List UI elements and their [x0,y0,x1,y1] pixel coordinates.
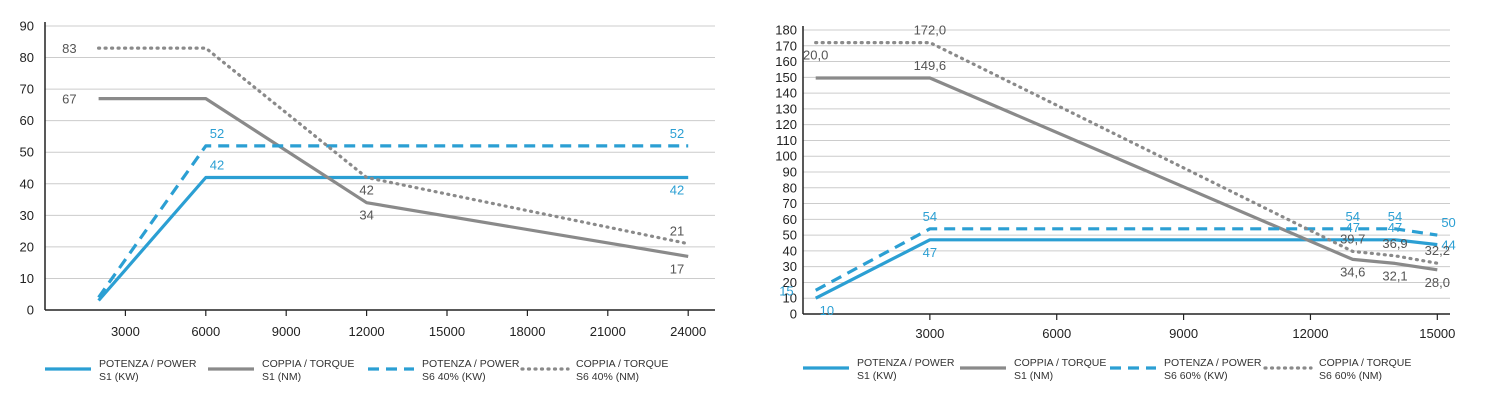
y-tick-label: 130 [775,101,797,116]
series-line-solid-power_s1 [97,175,689,302]
data-label: 32,2 [1425,243,1450,258]
y-tick-label: 60 [20,113,34,128]
data-label: 42 [670,182,684,197]
y-tick-label: 170 [775,38,797,53]
y-tick-label: 50 [783,228,797,243]
y-tick-label: 90 [20,19,34,34]
legend-label: COPPIA / TORQUE [576,358,668,370]
data-label: 42 [359,182,373,197]
legend-label: POTENZA / POWER [857,357,955,369]
data-label: 21 [670,224,684,239]
series-line-dotted-torque_s6 [96,46,690,246]
legend-sublabel: S1 (KW) [857,370,897,382]
x-tick-label: 12000 [349,324,385,339]
series-line-solid-power_s1 [814,238,1438,300]
legend-sublabel: S1 (NM) [262,371,301,383]
data-label: 54 [1388,209,1402,224]
y-tick-label: 70 [20,82,34,97]
data-label: 47 [1346,220,1360,235]
y-tick-label: 90 [783,165,797,180]
y-tick-label: 80 [783,180,797,195]
x-tick-label: 9000 [1169,326,1198,341]
x-tick-label: 3000 [915,326,944,341]
y-tick-label: 0 [27,303,34,318]
x-tick-label: 15000 [1419,326,1455,341]
legend-sublabel: S6 40% (NM) [576,371,639,383]
data-label: 10 [820,303,834,318]
data-label: 20,0 [803,48,828,63]
y-tick-label: 110 [776,133,797,148]
legend-label: COPPIA / TORQUE [1319,357,1411,369]
legend-label: COPPIA / TORQUE [1014,357,1106,369]
legend-label: POTENZA / POWER [422,358,520,370]
y-tick-label: 10 [20,271,34,286]
x-tick-label: 24000 [670,324,706,339]
y-tick-label: 100 [775,149,797,164]
y-tick-label: 150 [775,70,797,85]
y-tick-label: 20 [20,239,34,254]
legend-label: POTENZA / POWER [1164,357,1262,369]
legend-sublabel: S1 (KW) [99,371,139,383]
chart-left-s6-40: 0 10 20 30 40 50 60 70 80 90 3000 6000 9000 12000 1500… [20,19,715,383]
data-label: 39,7 [1340,231,1365,246]
data-label: 34 [359,208,373,223]
y-tick-label: 40 [20,176,34,191]
legend-sublabel: S6 40% (KW) [422,371,486,383]
legend-label: COPPIA / TORQUE [262,358,354,370]
y-tick-label: 0 [790,307,797,322]
y-tick-label: 10 [783,291,797,306]
y-tick-label: 70 [783,196,797,211]
data-label: 67 [62,92,76,107]
data-label: 52 [670,126,684,141]
legend-sublabel: S1 (NM) [1014,370,1053,382]
series-line-dashed-power_s6 [97,144,689,299]
x-tick-label: 15000 [429,324,465,339]
legend-sublabel: S6 60% (KW) [1164,370,1228,382]
data-label: 52 [210,126,224,141]
y-tick-label: 50 [20,145,34,160]
y-tick-label: 20 [783,275,797,290]
data-label: 83 [62,41,76,56]
y-tick-label: 140 [775,86,797,101]
x-tick-label: 3000 [111,324,140,339]
data-label: 44 [1441,238,1455,253]
data-label: 54 [1346,209,1360,224]
y-tick-label: 40 [783,243,797,258]
data-label: 149,6 [914,58,947,73]
data-label: 34,6 [1340,264,1365,279]
data-label: 47 [923,245,937,260]
y-tick-label: 60 [783,212,797,227]
legend-label: POTENZA / POWER [99,358,197,370]
y-tick-label: 120 [775,117,797,132]
x-tick-label: 6000 [1042,326,1071,341]
x-tick-label: 18000 [509,324,545,339]
y-tick-label: 30 [783,259,797,274]
data-label: 28,0 [1425,275,1450,290]
y-tick-label: 180 [775,23,797,38]
data-label: 42 [210,157,224,172]
x-tick-label: 9000 [272,324,301,339]
x-tick-label: 6000 [191,324,220,339]
data-label: 36,9 [1382,236,1407,251]
data-label: 15 [779,283,793,298]
chart-right-s6-60: 0102030405060708090100110120130140150160… [775,23,1455,383]
series-line-solid-torque_s1 [815,76,1438,272]
x-tick-label: 21000 [590,324,626,339]
series-line-dotted-torque_s6 [814,40,1439,265]
data-label: 32,1 [1382,268,1407,283]
y-tick-label: 30 [20,208,34,223]
data-label: 172,0 [914,23,947,38]
series-line-solid-torque_s1 [98,96,689,258]
x-tick-label: 12000 [1292,326,1328,341]
legend-sublabel: S6 60% (NM) [1319,370,1382,382]
data-label: 50 [1441,215,1455,230]
y-tick-label: 160 [775,54,797,69]
y-tick-label: 80 [20,50,34,65]
data-label: 54 [923,209,937,224]
data-label: 17 [670,261,684,276]
